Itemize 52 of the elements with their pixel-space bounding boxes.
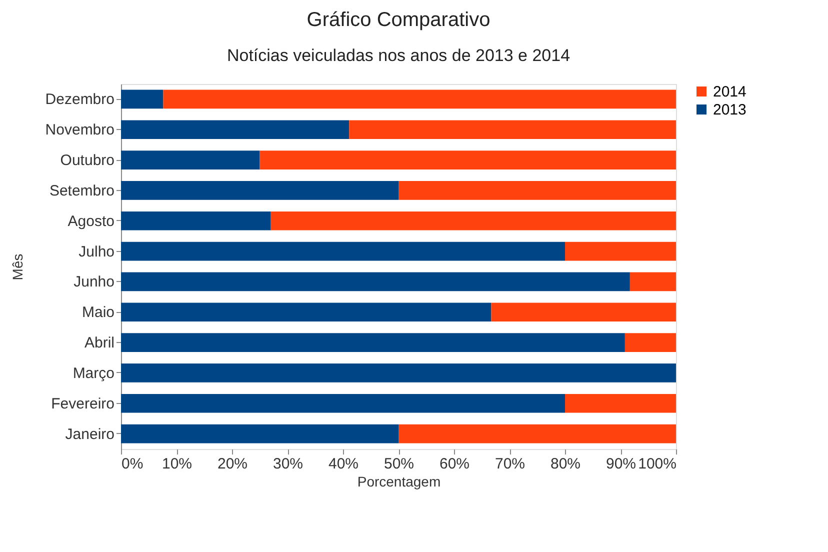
bar [121, 272, 630, 292]
legend-label: 2013 [713, 102, 746, 118]
x-tick-label: 90% [606, 456, 636, 472]
bar [270, 211, 676, 230]
y-tick-label: Setembro [49, 182, 114, 200]
bar [565, 242, 676, 261]
x-tick-label: 30% [272, 456, 304, 472]
bar [163, 90, 676, 109]
bar [624, 333, 676, 352]
bar [121, 150, 260, 170]
y-tick-label: Junho [74, 274, 114, 291]
x-tick-label: 60% [439, 456, 470, 472]
y-tick-label: Abril [84, 334, 114, 352]
x-tick-label: 10% [162, 456, 192, 472]
bar [121, 242, 565, 261]
bar [121, 333, 625, 352]
x-axis-title: Porcentagem [357, 474, 441, 490]
chart-subtitle: Notícias veiculadas nos anos de 2013 e 2014 [226, 46, 570, 65]
bar [121, 211, 271, 230]
y-tick-label: Dezembro [45, 91, 114, 108]
x-tick-label: 0% [122, 456, 144, 472]
x-tick-label: 50% [384, 456, 414, 472]
y-tick-label: Março [72, 364, 114, 382]
bar [260, 150, 676, 170]
y-tick-label: Outubro [60, 152, 114, 170]
bar [491, 302, 676, 322]
bar [121, 424, 398, 444]
bar [349, 120, 676, 140]
y-axis-title: Mês [9, 254, 26, 280]
x-tick-label: 100% [638, 456, 676, 472]
y-tick-label: Agosto [68, 212, 114, 230]
bar [398, 181, 676, 200]
x-tick-label: 40% [328, 456, 359, 472]
y-tick-label: Maio [82, 304, 114, 322]
bar [121, 120, 350, 140]
y-tick-label: Novembro [45, 122, 114, 139]
bar [121, 394, 565, 413]
chart-title: Gráfico Comparativo [306, 9, 490, 31]
bar [121, 302, 492, 322]
bar [398, 424, 676, 444]
bar [630, 272, 676, 292]
legend-label: 2014 [713, 84, 746, 100]
y-tick-label: Janeiro [65, 426, 114, 443]
y-tick-label: Fevereiro [51, 395, 114, 412]
x-tick-label: 70% [494, 456, 526, 472]
bar [121, 364, 676, 382]
x-tick-label: 20% [217, 456, 248, 472]
bar [121, 90, 164, 109]
bar [565, 394, 676, 413]
x-tick-label: 80% [550, 456, 581, 472]
bar [121, 181, 398, 200]
y-tick-label: Julho [78, 243, 114, 260]
